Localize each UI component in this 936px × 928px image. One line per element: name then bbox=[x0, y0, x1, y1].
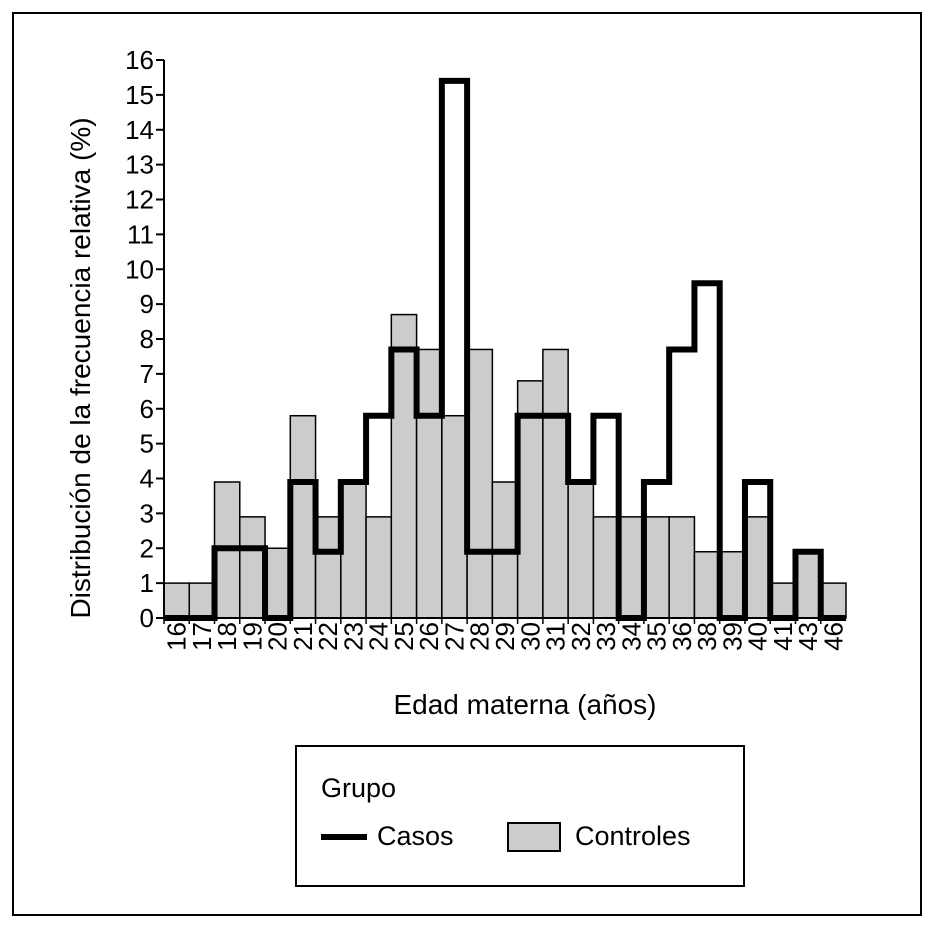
controles-bar-39 bbox=[718, 550, 746, 619]
x-tick-label: 16 bbox=[162, 622, 192, 651]
y-tick-label: 9 bbox=[140, 289, 154, 319]
controles-swatch bbox=[507, 821, 561, 852]
x-tick-label: 22 bbox=[313, 622, 343, 651]
y-tick-label: 0 bbox=[140, 603, 154, 633]
controles-bar-17 bbox=[188, 582, 216, 619]
y-tick-label: 3 bbox=[140, 498, 154, 528]
x-tick-label: 41 bbox=[768, 622, 798, 651]
y-tick-label: 11 bbox=[127, 219, 154, 249]
y-tick-label: 16 bbox=[125, 45, 154, 75]
x-tick-label: 29 bbox=[490, 622, 520, 651]
y-tick-label: 14 bbox=[125, 115, 154, 145]
y-tick-label: 15 bbox=[125, 80, 154, 110]
x-tick-label: 33 bbox=[591, 622, 621, 651]
controles-bar-19 bbox=[239, 516, 266, 619]
casos-swatch bbox=[321, 833, 367, 840]
x-tick-label: 25 bbox=[389, 622, 419, 651]
y-axis-label: Distribución de la frecuencia relativa (… bbox=[65, 117, 96, 618]
y-tick-label: 5 bbox=[140, 429, 154, 459]
controles-bar-46 bbox=[819, 582, 847, 619]
x-tick-label: 18 bbox=[212, 622, 242, 651]
x-tick-label: 38 bbox=[692, 622, 722, 651]
controles-bar-43 bbox=[794, 550, 822, 619]
x-tick-label: 35 bbox=[642, 622, 672, 651]
legend-title: Grupo bbox=[321, 773, 397, 803]
legend-label-controles: Controles bbox=[575, 821, 691, 851]
y-tick-label: 8 bbox=[140, 324, 154, 354]
x-axis-label: Edad materna (años) bbox=[393, 689, 656, 720]
x-tick-label: 31 bbox=[541, 622, 571, 651]
x-tick-label: 40 bbox=[743, 622, 773, 651]
legend-item-controles: Controles bbox=[507, 821, 691, 852]
x-tick-label: 24 bbox=[364, 622, 394, 651]
controles-bar-28 bbox=[466, 348, 494, 619]
legend-item-casos: Casos bbox=[321, 821, 454, 852]
y-tick-label: 1 bbox=[140, 568, 154, 598]
controles-bar-26 bbox=[415, 348, 443, 619]
y-tick-label: 13 bbox=[125, 150, 154, 180]
x-tick-label: 20 bbox=[263, 622, 293, 651]
controles-bar-22 bbox=[314, 516, 342, 619]
controles-bar-35 bbox=[643, 516, 670, 619]
figure-frame bbox=[12, 12, 922, 916]
controles-bar-20 bbox=[264, 547, 292, 619]
x-tick-label: 19 bbox=[237, 622, 267, 651]
x-tick-label: 36 bbox=[667, 622, 697, 651]
controles-bar-32 bbox=[567, 481, 595, 619]
legend-label-casos: Casos bbox=[377, 821, 454, 851]
controles-bar-27 bbox=[441, 414, 468, 619]
x-tick-label: 21 bbox=[288, 622, 318, 651]
controles-bar-23 bbox=[340, 481, 367, 619]
legend: Grupo Casos Controles bbox=[295, 745, 745, 887]
x-tick-label: 28 bbox=[465, 622, 495, 651]
controles-bar-41 bbox=[769, 582, 797, 619]
controles-bar-24 bbox=[365, 516, 393, 619]
controles-bar-33 bbox=[592, 516, 620, 619]
controles-bar-25 bbox=[390, 313, 418, 619]
controles-bar-40 bbox=[744, 516, 771, 619]
x-tick-label: 46 bbox=[818, 622, 848, 651]
x-tick-label: 39 bbox=[717, 622, 747, 651]
controles-bar-34 bbox=[617, 516, 645, 619]
x-tick-label: 26 bbox=[414, 622, 444, 651]
controles-bar-21 bbox=[289, 414, 317, 619]
x-tick-label: 34 bbox=[616, 622, 646, 651]
x-tick-label: 23 bbox=[338, 622, 368, 651]
y-tick-label: 7 bbox=[140, 359, 154, 389]
controles-bar-36 bbox=[668, 516, 696, 619]
y-tick-label: 10 bbox=[125, 254, 154, 284]
y-tick-label: 12 bbox=[125, 185, 154, 215]
x-tick-label: 32 bbox=[566, 622, 596, 651]
x-tick-label: 43 bbox=[793, 622, 823, 651]
x-tick-label: 17 bbox=[187, 622, 217, 651]
y-tick-label: 2 bbox=[140, 533, 154, 563]
controles-bar-31 bbox=[542, 348, 569, 619]
y-tick-label: 6 bbox=[140, 394, 154, 424]
x-tick-label: 27 bbox=[439, 622, 469, 651]
x-tick-label: 30 bbox=[515, 622, 545, 651]
controles-bar-16 bbox=[163, 582, 191, 619]
x-tick-labels: 1617181920212223242526272829303132333435… bbox=[162, 618, 848, 651]
y-tick-label: 4 bbox=[140, 464, 154, 494]
controles-bar-38 bbox=[693, 550, 721, 619]
